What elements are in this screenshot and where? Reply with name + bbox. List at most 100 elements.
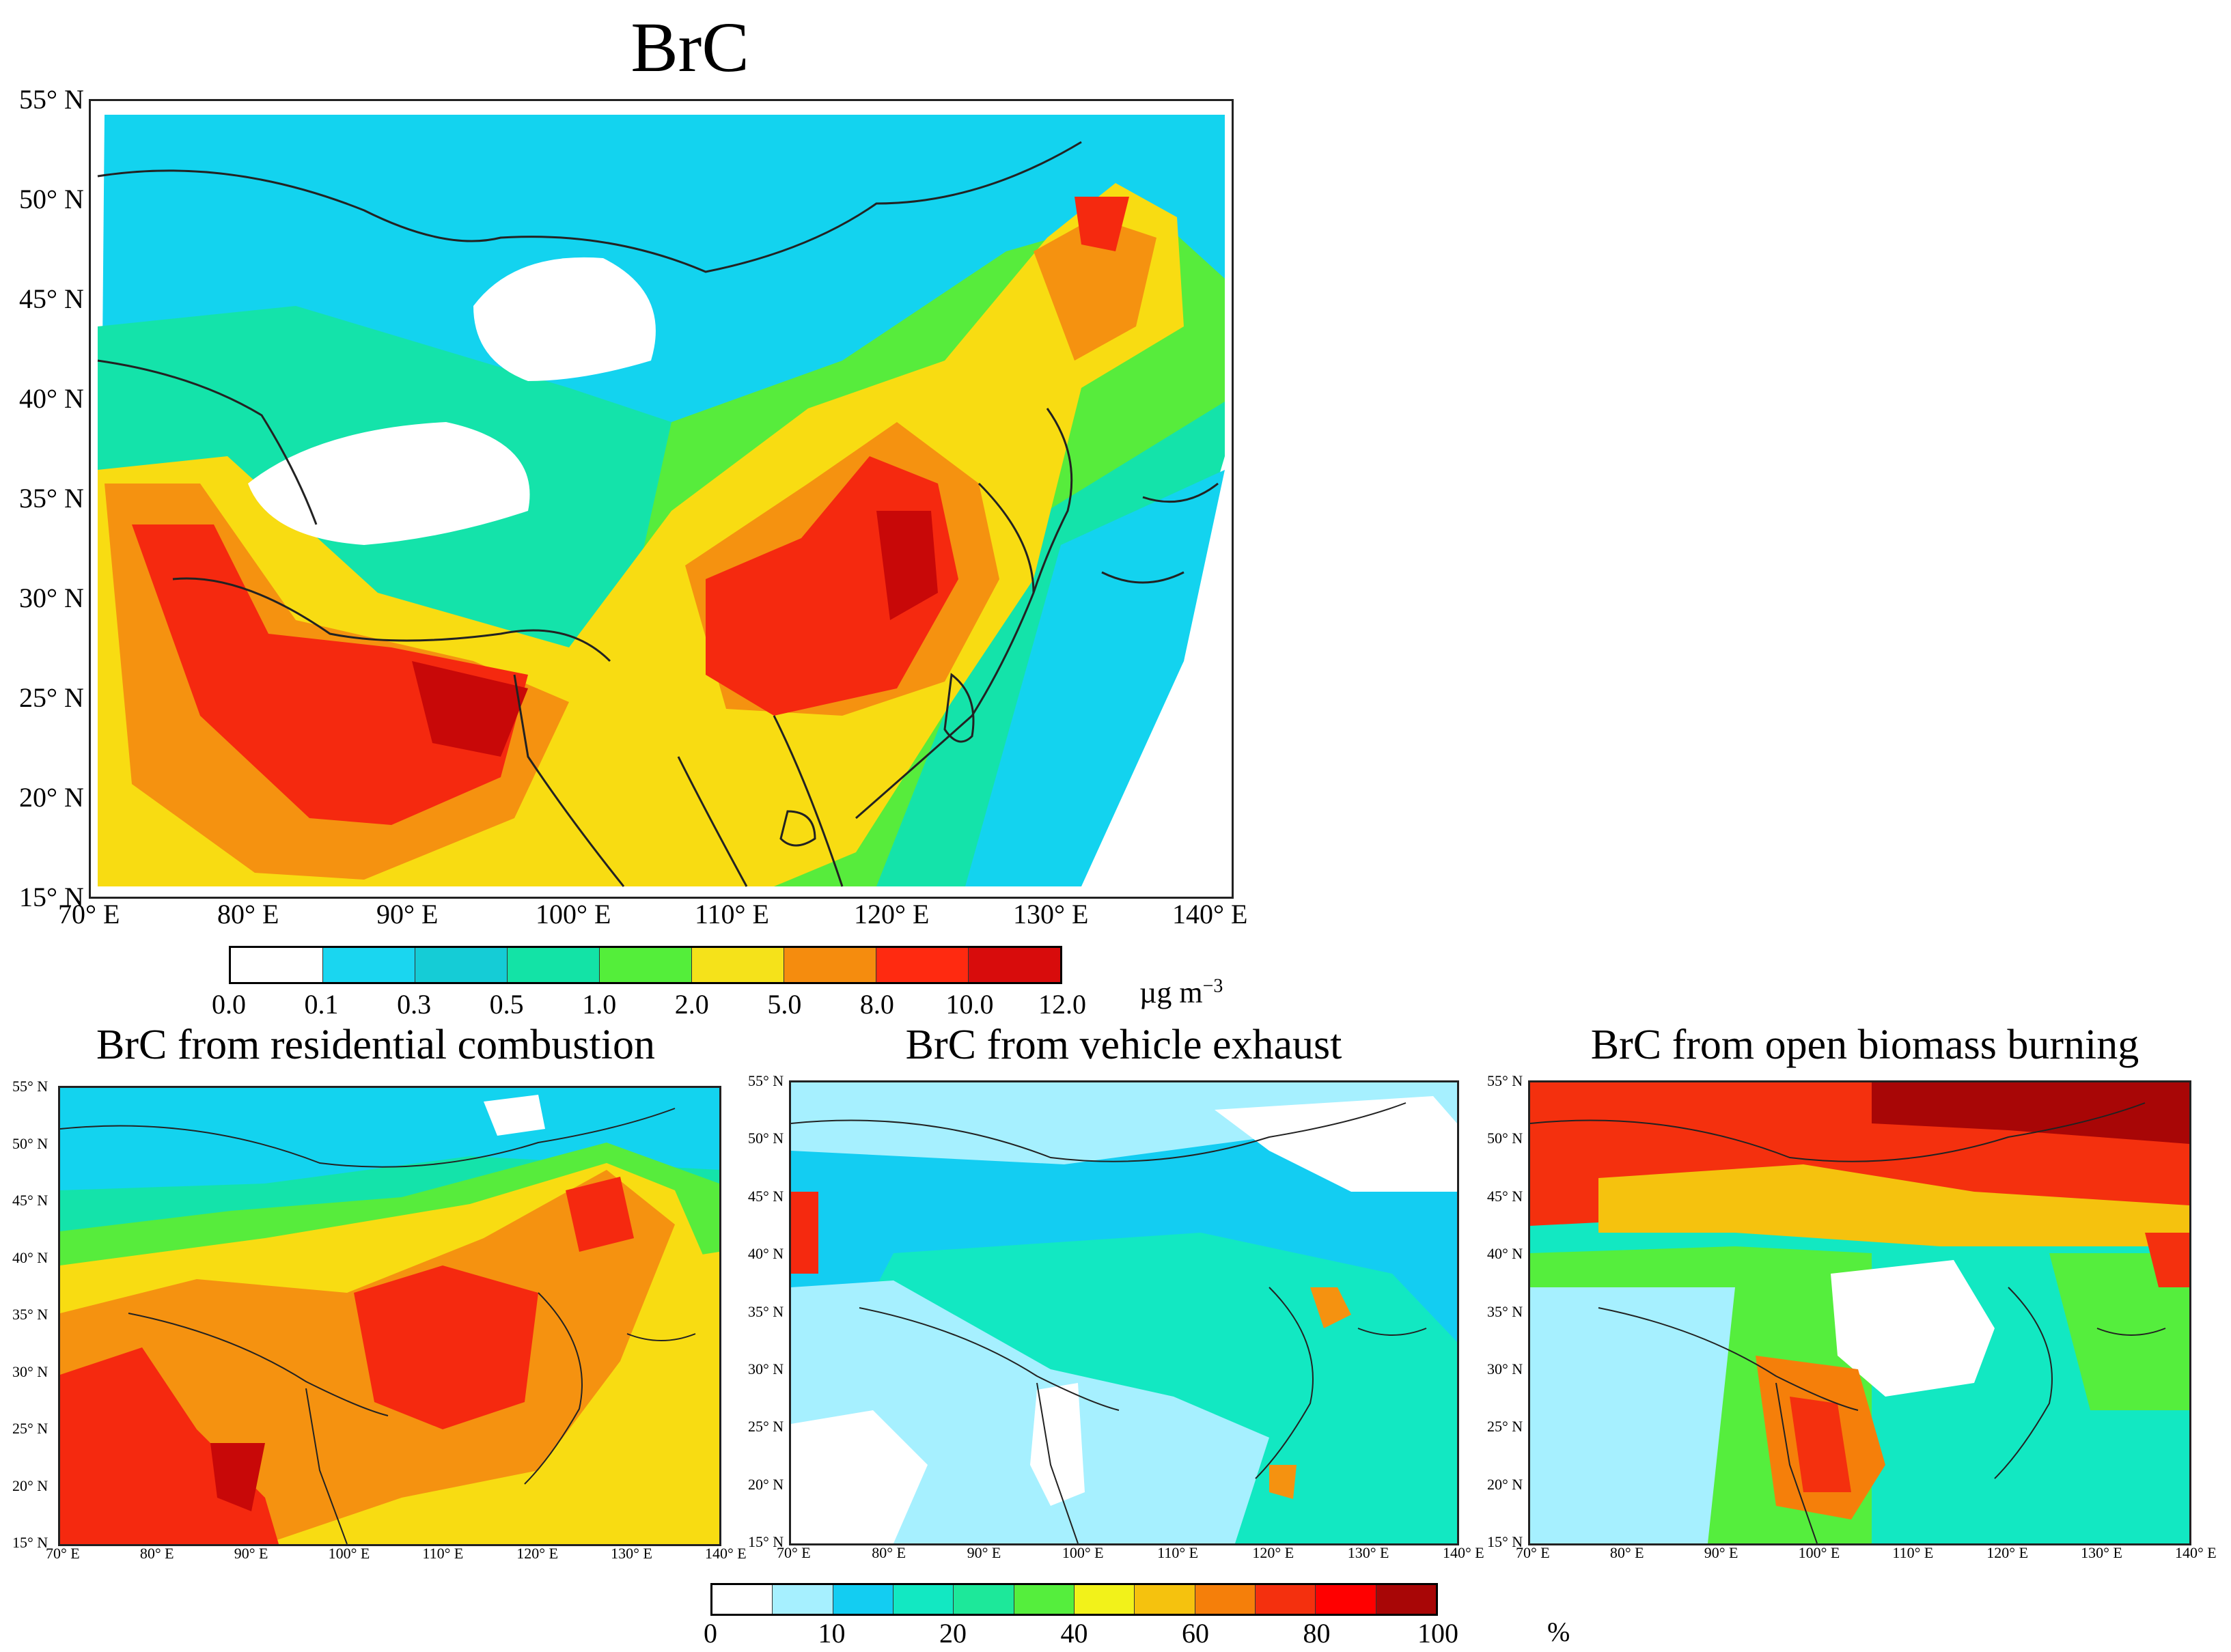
panel-lon-label: 130° E — [1347, 1544, 1389, 1561]
lat-label: 30° N — [19, 583, 84, 613]
panel-lon-label: 70° E — [777, 1544, 811, 1561]
colorbar-segment — [508, 948, 600, 982]
biomass-map — [1528, 1080, 2191, 1545]
panel-lat-label: 30° N — [1487, 1360, 1523, 1377]
panel-lat-label: 50° N — [748, 1130, 784, 1147]
panel-lat-label: 45° N — [748, 1187, 784, 1205]
colorbar-tick-label: 1.0 — [582, 989, 617, 1020]
panel-lat-label: 40° N — [12, 1248, 48, 1266]
colorbar-segment — [712, 1585, 773, 1614]
panel-lat-label: 40° N — [748, 1245, 784, 1263]
colorbar-tick-label: 0.0 — [212, 989, 246, 1020]
panel-lat-label: 50° N — [1487, 1130, 1523, 1147]
colorbar-tick-label: 10.0 — [945, 989, 994, 1020]
colorbar-segment — [600, 948, 692, 982]
residential-field — [60, 1088, 719, 1544]
residential-map — [58, 1086, 721, 1546]
panel-lon-label: 140° E — [2175, 1544, 2217, 1561]
panel-lon-label: 140° E — [1443, 1544, 1484, 1561]
panel-lat-label: 45° N — [1487, 1187, 1523, 1205]
lon-label: 120° E — [854, 899, 930, 929]
panel-lat-label: 30° N — [748, 1360, 784, 1377]
panel-lat-label: 55° N — [1487, 1072, 1523, 1089]
colorbar-tick-label: 0 — [704, 1618, 717, 1649]
panel-lat-label: 40° N — [1487, 1245, 1523, 1263]
colorbar-segment — [969, 948, 1060, 982]
main-map-title: BrC — [630, 8, 749, 87]
panel-lon-label: 130° E — [2081, 1544, 2122, 1561]
panel-lon-label: 120° E — [516, 1545, 559, 1562]
panel-lon-label: 90° E — [967, 1544, 1001, 1561]
panel-lat-label: 20° N — [748, 1475, 784, 1493]
colorbar-segment — [773, 1585, 833, 1614]
percent-unit: % — [1547, 1616, 1570, 1647]
biomass-field — [1530, 1082, 2189, 1543]
colorbar-tick-label: 100 — [1417, 1618, 1458, 1649]
lon-label: 110° E — [695, 899, 769, 929]
colorbar-segment — [954, 1585, 1014, 1614]
vehicle-title: BrC from vehicle exhaust — [905, 1022, 1342, 1068]
panel-lon-label: 120° E — [1252, 1544, 1294, 1561]
lat-label: 55° N — [19, 84, 84, 115]
lat-label: 25° N — [19, 682, 84, 713]
panel-lat-label: 35° N — [1487, 1302, 1523, 1320]
panel-lon-label: 90° E — [234, 1545, 268, 1562]
colorbar-segment — [784, 948, 876, 982]
colorbar-tick-label: 10 — [818, 1618, 846, 1649]
panel-lat-label: 55° N — [12, 1078, 48, 1095]
panel-lon-label: 70° E — [46, 1545, 80, 1562]
concentration-unit: µg m−3 — [1139, 975, 1223, 1009]
panel-lat-label: 20° N — [1487, 1475, 1523, 1493]
colorbar-tick-label: 20 — [939, 1618, 967, 1649]
lat-label: 20° N — [19, 782, 84, 813]
colorbar-tick-label: 80 — [1303, 1618, 1331, 1649]
colorbar-segment — [876, 948, 969, 982]
colorbar-segment — [1255, 1585, 1316, 1614]
brc-concentration-field — [91, 101, 1232, 897]
colorbar-segment — [231, 948, 323, 982]
panel-lon-label: 140° E — [705, 1545, 747, 1562]
colorbar-tick-label: 8.0 — [859, 989, 894, 1020]
colorbar-tick-label: 12.0 — [1038, 989, 1086, 1020]
panel-lat-label: 20° N — [12, 1476, 48, 1494]
concentration-colorbar — [229, 946, 1062, 984]
panel-lon-label: 130° E — [611, 1545, 652, 1562]
panel-lon-label: 120° E — [1986, 1544, 2029, 1561]
colorbar-tick-label: 60 — [1182, 1618, 1209, 1649]
panel-lon-label: 100° E — [1062, 1544, 1104, 1561]
colorbar-segment — [1195, 1585, 1256, 1614]
lat-label: 40° N — [19, 383, 84, 414]
lon-label: 100° E — [536, 899, 611, 929]
lat-label: 35° N — [19, 483, 84, 514]
biomass-title: BrC from open biomass burning — [1590, 1022, 2139, 1068]
panel-lat-label: 25° N — [748, 1418, 784, 1436]
colorbar-segment — [415, 948, 508, 982]
percent-colorbar — [710, 1583, 1438, 1616]
panel-lat-label: 35° N — [748, 1302, 784, 1320]
panel-lon-label: 80° E — [139, 1545, 174, 1562]
lon-label: 140° E — [1172, 899, 1248, 929]
lat-label: 15° N — [19, 882, 84, 912]
panel-lat-label: 25° N — [1487, 1418, 1523, 1436]
panel-lon-label: 80° E — [1609, 1544, 1644, 1561]
colorbar-segment — [323, 948, 415, 982]
vehicle-map — [789, 1080, 1459, 1545]
colorbar-tick-label: 0.5 — [489, 989, 524, 1020]
colorbar-segment — [1135, 1585, 1195, 1614]
lat-label: 45° N — [19, 283, 84, 314]
panel-lon-label: 100° E — [1798, 1544, 1840, 1561]
colorbar-segment — [1014, 1585, 1075, 1614]
colorbar-tick-label: 2.0 — [674, 989, 709, 1020]
colorbar-tick-label: 40 — [1060, 1618, 1088, 1649]
lon-label: 90° E — [376, 899, 439, 929]
lat-label: 50° N — [19, 184, 84, 214]
panel-lon-label: 110° E — [422, 1545, 464, 1562]
colorbar-segment — [1376, 1585, 1436, 1614]
panel-lat-label: 50° N — [12, 1134, 48, 1152]
panel-lat-label: 55° N — [748, 1072, 784, 1089]
lon-label: 70° E — [58, 899, 120, 929]
panel-lon-label: 90° E — [1704, 1544, 1738, 1561]
colorbar-tick-label: 0.1 — [304, 989, 339, 1020]
residential-title: BrC from residential combustion — [96, 1022, 655, 1068]
main-map — [89, 99, 1234, 899]
